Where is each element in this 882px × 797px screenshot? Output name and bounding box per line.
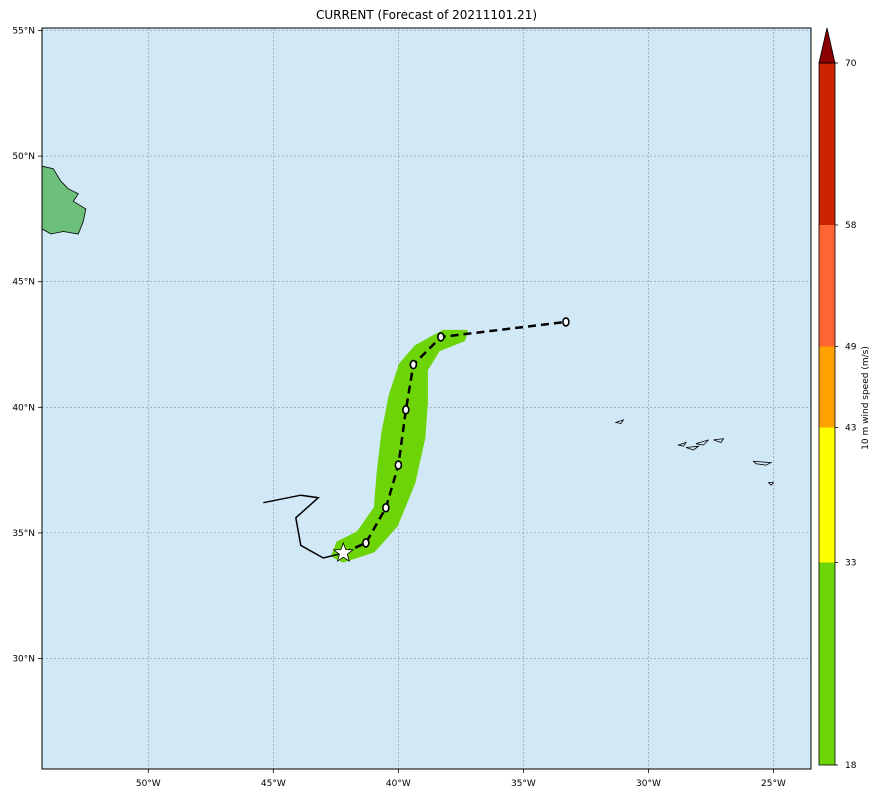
colorbar-tick-label: 43: [845, 424, 856, 434]
colorbar-label: 10 m wind speed (m/s): [861, 346, 871, 450]
lat-tick-label: 40°N: [12, 403, 35, 413]
colorbar: 18 33 43 49 58 70 10 m wind speed (m/s): [818, 27, 871, 771]
island: [713, 438, 725, 443]
lat-tick-label: 30°N: [12, 654, 35, 664]
island: [767, 482, 775, 486]
colorbar-extend-arrow: [818, 27, 836, 64]
page-title: CURRENT (Forecast of 20211101.21): [315, 8, 538, 22]
map-axes: 50°W 45°W 40°W 35°W 30°W 25°W 55°N 50°N 45°N 40°N…: [12, 27, 786, 789]
forecast-point: [562, 317, 570, 327]
map-frame: [41, 27, 812, 770]
island: [695, 439, 709, 446]
wind-swath: [331, 329, 468, 563]
lat-tick-label: 55°N: [12, 27, 35, 37]
island: [685, 445, 700, 451]
colorbar-segment: [819, 63, 835, 225]
lon-tick-label: 50°W: [136, 779, 161, 789]
colorbar-tick-label: 18: [845, 761, 857, 771]
forecast-track: [342, 320, 567, 555]
forecast-point: [394, 460, 403, 470]
colorbar-segment: [819, 346, 835, 428]
island: [614, 419, 625, 425]
forecast-point: [362, 538, 370, 548]
lon-tick-label: 35°W: [511, 779, 536, 789]
colorbar-segment: [819, 225, 835, 347]
lat-tick-label: 45°N: [12, 278, 35, 288]
colorbar-tick-label: 49: [845, 343, 857, 353]
lat-tick-label: 35°N: [12, 529, 35, 539]
colorbar-segment: [819, 427, 835, 563]
lon-tick-label: 45°W: [261, 779, 286, 789]
lon-tick-label: 40°W: [386, 779, 411, 789]
land-region: [42, 165, 87, 235]
colorbar-tick-label: 70: [845, 59, 857, 69]
lon-tick-label: 30°W: [636, 779, 661, 789]
colorbar-segment: [819, 562, 835, 765]
colorbar-tick-label: 33: [845, 559, 856, 569]
colorbar-tick-label: 58: [845, 221, 857, 231]
lon-tick-label: 25°W: [761, 779, 786, 789]
forecast-point: [409, 359, 418, 370]
forecast-point: [437, 332, 445, 342]
island: [752, 460, 773, 466]
lat-tick-label: 50°N: [12, 152, 35, 162]
forecast-point: [382, 502, 390, 513]
colorbar-frame: [818, 62, 836, 766]
map-layer: [42, 28, 811, 769]
island: [677, 441, 687, 447]
past-track: [263, 494, 344, 559]
forecast-point: [402, 405, 410, 415]
current-position-star-icon: [332, 541, 354, 563]
